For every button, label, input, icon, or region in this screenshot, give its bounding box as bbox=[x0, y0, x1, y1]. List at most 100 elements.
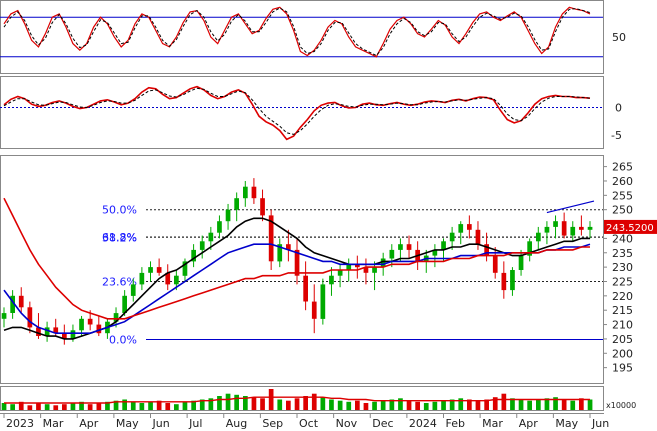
candle-body bbox=[36, 327, 41, 336]
volume-bar bbox=[139, 403, 145, 410]
stochastic-tick-label: 50 bbox=[612, 31, 626, 44]
candle-body bbox=[139, 272, 145, 285]
candle-body bbox=[458, 224, 464, 233]
trendline bbox=[546, 200, 595, 214]
volume-bars bbox=[1, 389, 593, 410]
volume-average-polyline bbox=[4, 396, 590, 404]
volume-bar bbox=[406, 400, 412, 410]
price-tick-label: 240 bbox=[612, 232, 633, 245]
price-tick-label: 235 bbox=[612, 247, 633, 260]
volume-bar bbox=[277, 399, 283, 410]
stochastic-main-line bbox=[3, 6, 591, 58]
volume-bar bbox=[415, 401, 420, 410]
price-tick-label: 195 bbox=[612, 362, 633, 375]
ma-red-line bbox=[3, 197, 590, 320]
volume-bar bbox=[208, 398, 214, 410]
candle-body bbox=[389, 249, 395, 259]
fibonacci-levels: 61.8% 50.0% 38.2% 23.6% 0.0% bbox=[102, 204, 603, 346]
candle-body bbox=[475, 229, 481, 245]
candle-body bbox=[251, 186, 257, 199]
volume-bar bbox=[148, 401, 153, 410]
time-tick-label: May bbox=[555, 417, 578, 430]
volume-bar bbox=[484, 399, 489, 410]
candle-body bbox=[587, 226, 593, 230]
candle-body bbox=[225, 209, 231, 222]
stochastic-panel: 50 bbox=[0, 0, 626, 74]
volume-bar bbox=[544, 398, 550, 410]
candle-body bbox=[122, 295, 127, 313]
volume-bar bbox=[268, 389, 274, 410]
candle-body bbox=[165, 272, 171, 285]
time-tick-label: Oct bbox=[299, 417, 319, 430]
time-tick-label: Mar bbox=[43, 417, 64, 430]
candle-body bbox=[398, 244, 403, 250]
candle-body bbox=[191, 249, 196, 262]
time-tick-label: May bbox=[116, 417, 139, 430]
volume-bar bbox=[199, 399, 205, 410]
time-tick-label: Aug bbox=[226, 417, 247, 430]
volume-bar bbox=[10, 404, 15, 410]
volume-bar bbox=[36, 403, 41, 410]
trendline-mark bbox=[546, 200, 595, 214]
macd-signal-line bbox=[3, 87, 591, 135]
fibonacci-level-label: 50.0% bbox=[102, 204, 137, 217]
time-tick-label: Nov bbox=[336, 417, 358, 430]
candle-body bbox=[268, 215, 274, 262]
price-tick-label: 230 bbox=[612, 261, 633, 274]
time-tick-label: 2024 bbox=[409, 417, 437, 430]
macd-panel-frame bbox=[0, 76, 604, 149]
volume-bar bbox=[165, 403, 171, 410]
volume-bar bbox=[380, 400, 386, 410]
fibonacci-level-label: 23.6% bbox=[102, 275, 137, 288]
time-tick-label: Jun bbox=[152, 417, 170, 430]
macd-lines bbox=[3, 85, 591, 141]
price-tick-label: 210 bbox=[612, 319, 633, 332]
price-tick-label: 260 bbox=[612, 175, 633, 188]
candle-body bbox=[536, 232, 541, 242]
volume-bar bbox=[432, 401, 438, 410]
candlesticks bbox=[1, 178, 593, 345]
candle-body bbox=[406, 244, 412, 250]
volume-bar bbox=[1, 403, 7, 410]
volume-bar bbox=[260, 398, 265, 410]
volume-bar bbox=[501, 393, 507, 410]
volume-bar bbox=[372, 401, 377, 410]
volume-bar bbox=[527, 400, 532, 410]
candle-body bbox=[10, 295, 15, 313]
price-tick-label: 200 bbox=[612, 347, 633, 360]
volume-panel: x10000 bbox=[0, 386, 636, 411]
volume-bar bbox=[492, 397, 498, 410]
volume-bar bbox=[217, 396, 222, 410]
fibonacci-level-label: 38.2% bbox=[102, 231, 137, 244]
candle-body bbox=[363, 267, 369, 273]
volume-bar bbox=[182, 401, 188, 410]
volume-bar bbox=[518, 399, 524, 410]
stochastic-y-ticks: 50 bbox=[612, 31, 626, 44]
volume-bar bbox=[561, 399, 567, 410]
candle-body bbox=[510, 270, 515, 291]
last-price-tag-label: 243.5200 bbox=[606, 223, 654, 234]
candle-body bbox=[372, 267, 377, 273]
time-tick-label: Jul bbox=[188, 417, 202, 430]
macd-panel: 0 -5 bbox=[0, 76, 622, 149]
volume-bar bbox=[553, 397, 558, 410]
macd-tick-label: 0 bbox=[615, 102, 622, 115]
candle-body bbox=[243, 186, 248, 199]
time-tick-label: Mar bbox=[482, 417, 503, 430]
macd-tick-label: -5 bbox=[611, 129, 622, 142]
volume-bar bbox=[423, 403, 429, 410]
volume-bar bbox=[105, 401, 110, 410]
stochastic-lines bbox=[3, 6, 591, 58]
candle-body bbox=[27, 307, 33, 328]
candle-body bbox=[561, 221, 567, 236]
stochastic-panel-frame bbox=[0, 0, 604, 74]
candle-body bbox=[277, 244, 283, 262]
price-tick-label: 225 bbox=[612, 275, 633, 288]
volume-bar bbox=[355, 400, 360, 410]
candle-body bbox=[148, 267, 153, 273]
candle-body bbox=[320, 284, 326, 319]
volume-bar bbox=[346, 401, 352, 410]
volume-bar bbox=[113, 400, 119, 410]
fibonacci-level-label: 0.0% bbox=[109, 333, 137, 346]
candle-body bbox=[182, 261, 188, 276]
